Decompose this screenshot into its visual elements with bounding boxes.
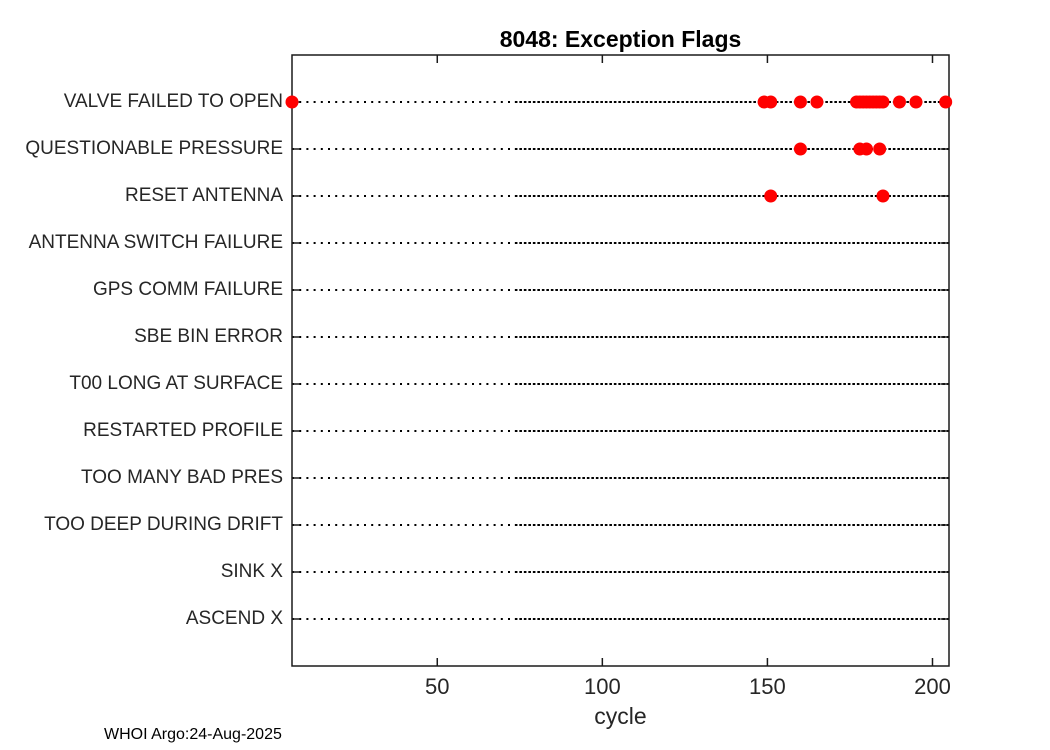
data-point	[876, 95, 890, 109]
y-tick-label: SINK X	[220, 561, 283, 582]
chart-title: 8048: Exception Flags	[499, 26, 742, 52]
x-tick-label: 100	[583, 674, 621, 699]
y-tick-label: SBE BIN ERROR	[134, 326, 283, 347]
data-point	[793, 142, 807, 156]
y-tick-label: T00 LONG AT SURFACE	[69, 373, 283, 394]
data-point	[909, 95, 923, 109]
data-point	[793, 95, 807, 109]
data-point	[876, 189, 890, 203]
footer-watermark: WHOI Argo:24-Aug-2025	[104, 726, 282, 743]
x-axis-label: cycle	[594, 703, 647, 729]
x-tick-label: 200	[914, 674, 951, 699]
y-tick-label: GPS COMM FAILURE	[92, 279, 283, 300]
data-point	[873, 142, 887, 156]
y-tick-label: RESET ANTENNA	[124, 185, 283, 206]
y-tick-label: ASCEND X	[185, 608, 283, 629]
y-tick-label: RESTARTED PROFILE	[83, 420, 283, 441]
axes-box	[291, 54, 950, 667]
data-point	[764, 189, 778, 203]
y-tick-label: QUESTIONABLE PRESSURE	[25, 138, 283, 159]
y-tick-label: TOO MANY BAD PRES	[80, 467, 283, 488]
data-point	[810, 95, 824, 109]
x-tick-label: 50	[425, 674, 450, 699]
data-point	[764, 95, 778, 109]
y-tick-label: TOO DEEP DURING DRIFT	[44, 514, 283, 535]
y-tick-label: VALVE FAILED TO OPEN	[63, 91, 283, 112]
x-tick-label: 150	[749, 674, 786, 699]
data-point	[892, 95, 906, 109]
y-tick-label: ANTENNA SWITCH FAILURE	[28, 232, 283, 253]
data-point	[859, 142, 873, 156]
data-point	[939, 95, 953, 109]
data-point	[285, 95, 299, 109]
